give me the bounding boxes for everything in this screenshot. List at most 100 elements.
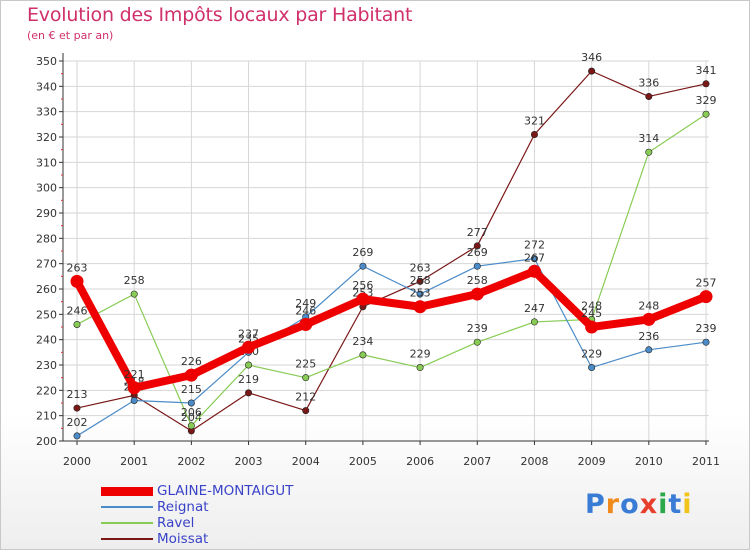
series-line [73,267,710,392]
data-point [127,381,141,395]
data-point [530,130,538,138]
data-label: 229 [581,348,602,361]
data-label: 219 [238,373,259,386]
data-label: 234 [352,335,373,348]
data-label: 246 [67,304,88,317]
data-point [130,396,138,404]
data-label: 249 [295,297,316,310]
x-tick-label: 2011 [692,455,720,468]
data-label: 229 [410,348,431,361]
x-tick-label: 2007 [463,455,491,468]
data-point [299,317,313,331]
data-point [302,374,310,382]
data-label: 336 [638,76,659,89]
data-label: 247 [524,302,545,315]
y-tick-label: 250 [36,308,57,321]
data-point [645,346,653,354]
data-label: 253 [410,287,431,300]
data-point [530,318,538,326]
data-point [73,432,81,440]
data-label: 236 [638,330,659,343]
legend-label: Reignat [157,499,209,515]
data-point [473,262,481,270]
data-point [416,364,424,372]
data-label: 346 [581,51,602,64]
data-point [642,312,656,326]
data-label: 245 [581,307,602,320]
data-label: 277 [467,226,488,239]
data-point [702,110,710,118]
data-point [416,277,424,285]
y-tick-label: 230 [36,359,57,372]
data-label: 272 [524,239,545,252]
data-label: 202 [67,416,88,429]
data-label: 215 [181,383,202,396]
x-tick-label: 2001 [120,455,148,468]
data-label: 213 [67,388,88,401]
data-label: 269 [352,246,373,259]
data-point [588,364,596,372]
data-label: 269 [467,246,488,259]
grid [63,60,709,442]
y-tick-label: 290 [36,207,57,220]
data-label: 256 [352,279,373,292]
series-moissat: 213218204219212253263277321346336341 [67,51,717,435]
series-line [76,113,707,427]
y-tick-label: 310 [36,156,57,169]
legend-label: Moissat [157,531,209,547]
x-tick-label: 2002 [177,455,205,468]
data-label: 248 [581,299,602,312]
data-point [359,351,367,359]
x-tick-label: 2008 [520,455,548,468]
data-point [702,338,710,346]
y-tick-label: 270 [36,258,57,271]
data-label: 221 [124,368,145,381]
data-point [245,389,253,397]
data-point [70,274,84,288]
data-point [530,255,538,263]
data-label: 267 [524,251,545,264]
data-point [187,422,195,430]
y-tick-label: 220 [36,384,57,397]
x-tick-label: 2010 [635,455,663,468]
data-label: 341 [696,64,717,77]
legend-swatch [101,538,153,540]
x-tick-label: 2004 [292,455,320,468]
data-label: 237 [238,327,259,340]
data-point [73,404,81,412]
logo-letter: P [585,489,606,520]
data-label: 257 [696,277,717,290]
data-label: 206 [181,406,202,419]
series-line [76,70,707,432]
x-tick-label: 2006 [406,455,434,468]
data-label: 258 [467,274,488,287]
series-line [76,258,707,437]
logo-letter: t [668,489,683,520]
data-point [302,407,310,415]
data-label: 258 [410,274,431,287]
y-tick-label: 200 [36,435,57,448]
data-point [585,320,599,334]
data-point [470,287,484,301]
logo-letter: i [658,489,669,520]
series-reignat: 202216215235249269258269272229236239 [67,239,717,440]
data-point [473,338,481,346]
data-label: 239 [696,322,717,335]
legend-swatch [101,506,153,508]
legend-swatch [101,487,153,496]
y-tick-label: 240 [36,334,57,347]
chart-subtitle: (en € et par an) [27,29,114,42]
data-label: 225 [295,358,316,371]
data-label: 212 [295,391,316,404]
legend-swatch [101,522,153,524]
data-label: 321 [524,114,545,127]
data-point [699,290,713,304]
y-tick-label: 330 [36,106,57,119]
logo-letter: r [605,489,621,520]
data-point [413,300,427,314]
x-tick-label: 2003 [235,455,263,468]
data-point [359,262,367,270]
x-tick-label: 2005 [349,455,377,468]
